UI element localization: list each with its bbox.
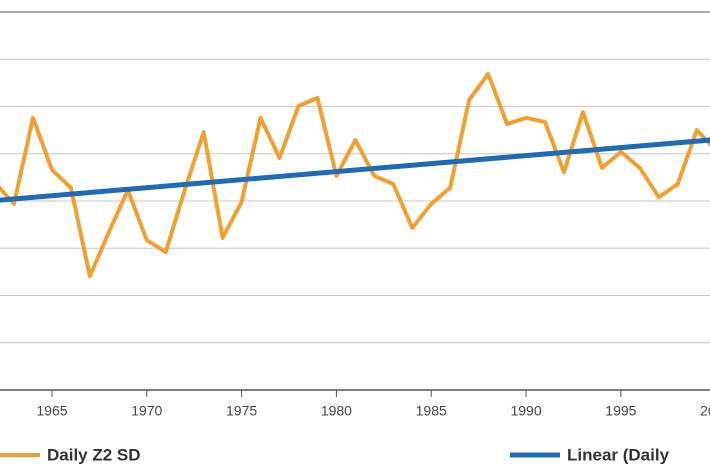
data-line <box>0 71 710 279</box>
trend-line <box>0 137 710 203</box>
x-tick-label: 1995 <box>605 403 636 419</box>
x-tick-label: 1990 <box>510 403 541 419</box>
x-tick-label: 1975 <box>226 403 257 419</box>
x-tick-label: 1985 <box>416 403 447 419</box>
legend-label: Daily Z2 SD <box>47 445 141 464</box>
x-tick-label: 1970 <box>131 403 162 419</box>
grid <box>0 11 710 344</box>
legend-label: Linear (Daily <box>567 445 670 464</box>
x-ticks: 1965 1970 1975 1980 1985 1990 1995 2000 <box>36 390 710 419</box>
x-tick-label: 2000 <box>700 403 710 419</box>
x-tick-label: 1980 <box>321 403 352 419</box>
x-tick-label: 1965 <box>36 403 67 419</box>
plot-area <box>0 71 710 279</box>
